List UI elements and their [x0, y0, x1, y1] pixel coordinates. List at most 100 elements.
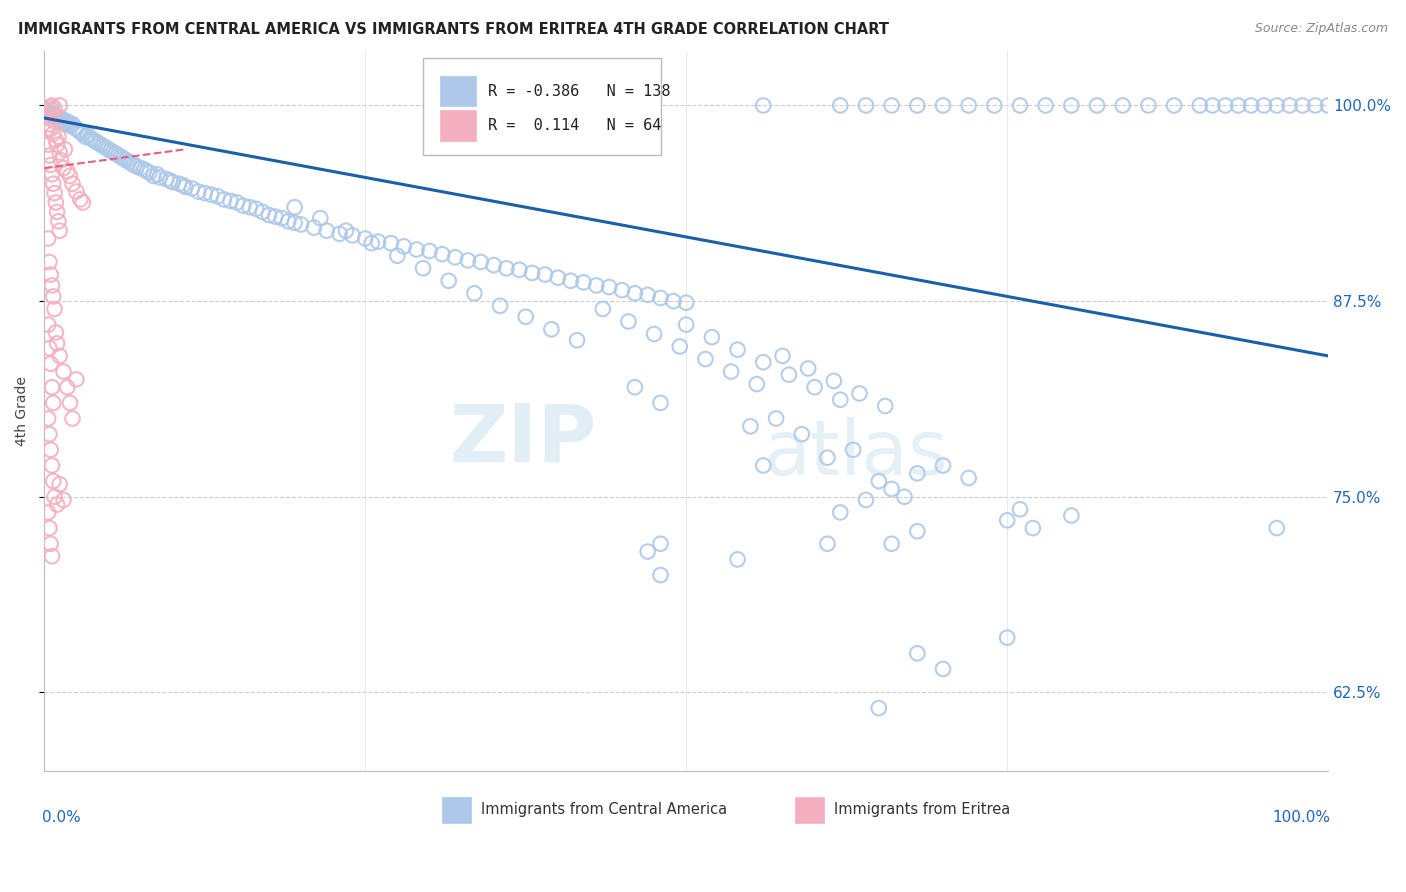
Point [38, 117, 60, 131]
Point [45, 326, 67, 340]
Point [412, 261, 434, 276]
Point [56, 164, 79, 178]
Point [39, 122, 62, 136]
Point [637, 288, 659, 302]
Point [565, 333, 588, 347]
Point [44, 108, 66, 122]
Point [44, 301, 66, 316]
Point [1163, 98, 1185, 112]
Point [830, 505, 852, 519]
Point [39, 442, 62, 457]
Point [650, 291, 672, 305]
Point [37, 111, 59, 125]
Point [219, 194, 242, 208]
Point [817, 450, 839, 465]
Point [482, 258, 505, 272]
Point [58, 116, 80, 130]
Point [44, 114, 66, 128]
Point [752, 458, 775, 473]
Point [489, 299, 512, 313]
Point [405, 243, 427, 257]
Point [48, 112, 70, 127]
Point [905, 524, 928, 539]
Point [309, 211, 332, 226]
Point [727, 343, 749, 357]
Point [1188, 98, 1211, 112]
Bar [443, 797, 471, 822]
Point [534, 268, 557, 282]
Point [335, 224, 357, 238]
Point [42, 396, 65, 410]
Point [1215, 98, 1237, 112]
Point [62, 117, 84, 131]
FancyBboxPatch shape [423, 58, 661, 155]
Point [540, 322, 562, 336]
Point [142, 169, 165, 183]
Point [59, 169, 82, 183]
Point [277, 214, 299, 228]
Point [868, 701, 890, 715]
Point [880, 98, 903, 112]
Point [181, 181, 204, 195]
Point [765, 411, 787, 425]
Point [42, 127, 65, 141]
Point [115, 153, 138, 168]
Point [174, 179, 197, 194]
Point [329, 227, 352, 241]
Point [79, 131, 101, 145]
Point [700, 330, 723, 344]
Point [437, 274, 460, 288]
Point [1112, 98, 1135, 112]
Text: R = -0.386   N = 138: R = -0.386 N = 138 [488, 84, 671, 98]
Point [48, 477, 70, 491]
Point [42, 474, 65, 488]
Bar [440, 76, 475, 106]
Point [1022, 521, 1045, 535]
Point [444, 250, 467, 264]
Point [38, 106, 60, 120]
Point [48, 98, 70, 112]
Point [983, 98, 1005, 112]
Point [39, 108, 62, 122]
Text: 0.0%: 0.0% [42, 810, 80, 825]
Point [38, 427, 60, 442]
Point [65, 372, 87, 386]
Point [45, 195, 67, 210]
Point [1085, 98, 1108, 112]
Point [932, 662, 955, 676]
Point [38, 255, 60, 269]
Point [470, 255, 492, 269]
Point [495, 261, 517, 276]
Point [42, 106, 65, 120]
Point [53, 142, 76, 156]
Point [48, 114, 70, 128]
Point [129, 161, 152, 175]
Point [650, 568, 672, 582]
Point [957, 471, 980, 485]
Point [37, 318, 59, 332]
Point [520, 266, 543, 280]
Point [52, 161, 75, 175]
Point [75, 129, 97, 144]
Point [162, 175, 184, 189]
Point [107, 148, 129, 162]
Point [41, 103, 63, 117]
Point [63, 120, 86, 135]
Point [52, 492, 75, 507]
Point [572, 276, 595, 290]
Point [823, 374, 845, 388]
Point [167, 177, 190, 191]
Point [432, 247, 454, 261]
Text: ZIP: ZIP [449, 401, 596, 478]
Point [44, 186, 66, 201]
Point [905, 98, 928, 112]
Point [44, 102, 66, 116]
Point [69, 193, 91, 207]
Point [159, 173, 181, 187]
Point [48, 349, 70, 363]
Point [105, 147, 128, 161]
Point [232, 199, 254, 213]
Point [37, 104, 59, 119]
Point [457, 253, 479, 268]
Point [41, 98, 63, 112]
